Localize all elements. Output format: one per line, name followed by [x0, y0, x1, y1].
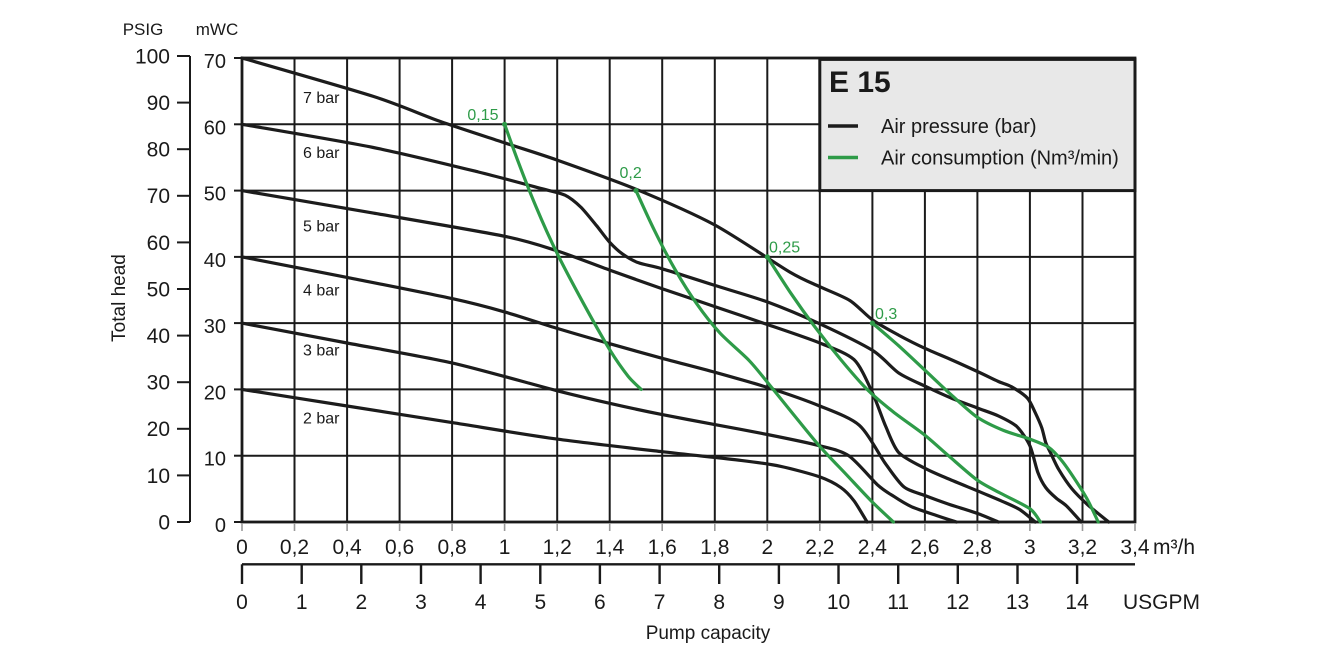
svg-text:40: 40: [147, 325, 170, 348]
svg-text:0,6: 0,6: [385, 536, 414, 559]
svg-text:Air pressure (bar): Air pressure (bar): [881, 116, 1037, 138]
svg-text:1: 1: [296, 591, 308, 614]
svg-text:20: 20: [204, 382, 226, 404]
svg-text:2,6: 2,6: [910, 536, 939, 559]
svg-text:50: 50: [204, 184, 226, 206]
svg-text:0,25: 0,25: [769, 240, 800, 257]
svg-text:Air consumption (Nm³/min): Air consumption (Nm³/min): [881, 148, 1119, 170]
svg-text:2,2: 2,2: [805, 536, 834, 559]
svg-text:2: 2: [355, 591, 367, 614]
svg-text:3: 3: [415, 591, 427, 614]
svg-text:m³/h: m³/h: [1153, 536, 1195, 559]
svg-text:20: 20: [147, 418, 170, 441]
svg-text:3 bar: 3 bar: [303, 343, 340, 360]
svg-text:1,6: 1,6: [648, 536, 677, 559]
svg-text:0,3: 0,3: [875, 306, 897, 323]
svg-text:4: 4: [475, 591, 487, 614]
svg-text:0,4: 0,4: [332, 536, 362, 559]
svg-text:100: 100: [135, 45, 170, 68]
svg-text:USGPM: USGPM: [1123, 591, 1200, 614]
svg-text:PSIG: PSIG: [123, 20, 164, 39]
svg-text:1: 1: [499, 536, 511, 559]
svg-text:0,15: 0,15: [467, 107, 498, 124]
svg-text:10: 10: [827, 591, 850, 614]
svg-text:60: 60: [204, 117, 226, 139]
svg-text:12: 12: [946, 591, 969, 614]
svg-text:80: 80: [147, 139, 170, 162]
svg-text:E 15: E 15: [829, 66, 891, 99]
svg-text:5: 5: [534, 591, 546, 614]
svg-text:7: 7: [654, 591, 666, 614]
svg-text:30: 30: [204, 316, 226, 338]
svg-text:mWC: mWC: [196, 20, 238, 39]
svg-text:30: 30: [147, 372, 170, 395]
svg-text:6 bar: 6 bar: [303, 145, 340, 162]
svg-text:0,2: 0,2: [620, 165, 642, 182]
svg-text:11: 11: [887, 591, 909, 614]
svg-text:2 bar: 2 bar: [303, 411, 340, 428]
svg-text:0: 0: [236, 536, 248, 559]
svg-text:70: 70: [147, 185, 170, 208]
svg-text:0: 0: [215, 515, 226, 537]
svg-text:0: 0: [236, 591, 248, 614]
svg-text:Pump capacity: Pump capacity: [646, 623, 771, 644]
svg-text:0,8: 0,8: [437, 536, 466, 559]
svg-text:6: 6: [594, 591, 606, 614]
svg-text:10: 10: [204, 449, 226, 471]
svg-text:14: 14: [1065, 591, 1089, 614]
svg-text:3,4: 3,4: [1120, 536, 1150, 559]
svg-text:0: 0: [158, 511, 170, 534]
svg-text:4 bar: 4 bar: [303, 283, 340, 300]
svg-text:Total head: Total head: [109, 254, 130, 342]
svg-text:0,2: 0,2: [280, 536, 309, 559]
svg-text:10: 10: [147, 465, 170, 488]
svg-text:2: 2: [761, 536, 773, 559]
svg-text:50: 50: [147, 278, 170, 301]
svg-text:5 bar: 5 bar: [303, 219, 340, 236]
svg-text:9: 9: [773, 591, 785, 614]
svg-text:60: 60: [147, 232, 170, 255]
svg-text:3: 3: [1024, 536, 1036, 559]
svg-text:90: 90: [147, 92, 170, 115]
svg-text:1,8: 1,8: [700, 536, 729, 559]
svg-text:70: 70: [204, 51, 226, 73]
svg-text:2,4: 2,4: [858, 536, 888, 559]
svg-text:2,8: 2,8: [963, 536, 992, 559]
svg-text:7 bar: 7 bar: [303, 90, 340, 107]
svg-text:1,2: 1,2: [543, 536, 572, 559]
svg-text:3,2: 3,2: [1068, 536, 1097, 559]
svg-text:1,4: 1,4: [595, 536, 625, 559]
svg-text:8: 8: [713, 591, 725, 614]
svg-text:13: 13: [1006, 591, 1029, 614]
svg-text:40: 40: [204, 250, 226, 272]
